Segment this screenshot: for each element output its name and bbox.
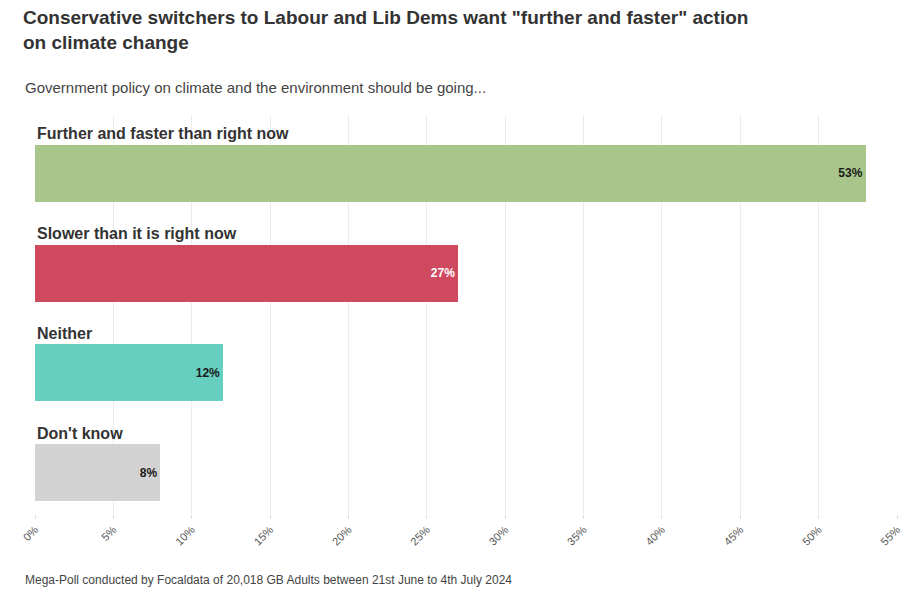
svg-text:20%: 20% bbox=[330, 523, 354, 547]
svg-text:Don't know: Don't know bbox=[37, 425, 123, 442]
svg-text:45%: 45% bbox=[722, 523, 746, 547]
svg-text:15%: 15% bbox=[251, 523, 275, 547]
svg-text:35%: 35% bbox=[565, 523, 589, 547]
svg-text:Further and faster than right: Further and faster than right now bbox=[37, 125, 289, 142]
svg-text:Conservative switchers to Labo: Conservative switchers to Labour and Lib… bbox=[23, 7, 748, 53]
svg-text:25%: 25% bbox=[408, 523, 432, 547]
svg-text:10%: 10% bbox=[173, 523, 197, 547]
svg-text:50%: 50% bbox=[800, 523, 824, 547]
svg-text:12%: 12% bbox=[196, 366, 220, 380]
svg-text:Neither: Neither bbox=[37, 325, 92, 342]
svg-text:0%: 0% bbox=[21, 523, 41, 543]
svg-text:30%: 30% bbox=[486, 523, 510, 547]
svg-text:8%: 8% bbox=[140, 466, 158, 480]
svg-text:55%: 55% bbox=[878, 523, 902, 547]
svg-text:Government policy on climate a: Government policy on climate and the env… bbox=[25, 79, 486, 96]
svg-text:40%: 40% bbox=[643, 523, 667, 547]
svg-text:53%: 53% bbox=[838, 166, 862, 180]
svg-text:Mega-Poll conducted by Focalda: Mega-Poll conducted by Focaldata of 20,0… bbox=[25, 573, 512, 587]
svg-text:Slower than it is right now: Slower than it is right now bbox=[37, 225, 237, 242]
svg-text:27%: 27% bbox=[431, 266, 455, 280]
svg-text:5%: 5% bbox=[99, 523, 119, 543]
